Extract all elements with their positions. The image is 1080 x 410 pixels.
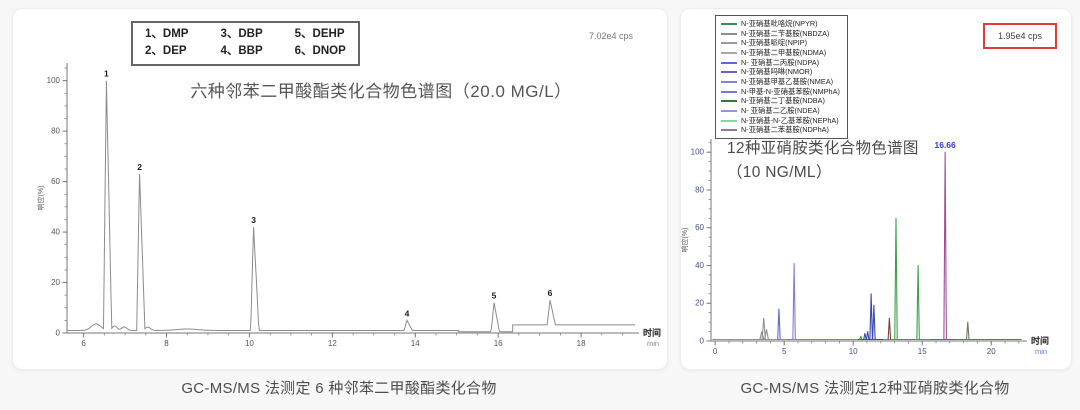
- svg-text:min: min: [647, 339, 659, 348]
- nitrosamine-chart-card[interactable]: N-亚硝基吡咯烷(NPYR) N-亚硝基二苄基胺(NBDZA) N-亚硝基哌啶(NP…: [680, 8, 1072, 370]
- legend-item-label: N-亚硝基二苄基胺(NBDZA): [741, 28, 830, 38]
- svg-text:40: 40: [695, 261, 704, 270]
- legend-swatch-line: [721, 119, 737, 122]
- legend-item-label: N-亚硝基吗啉(NMOR): [741, 67, 813, 77]
- legend-item: N-亚硝基二苯基胺(NDPhA): [721, 125, 840, 136]
- svg-text:5: 5: [782, 347, 787, 356]
- legend-item: 5、DEHP: [294, 28, 345, 40]
- svg-text:14: 14: [411, 339, 420, 348]
- legend-swatch-line: [721, 80, 737, 83]
- legend-swatch-line: [721, 129, 737, 132]
- legend-swatch-line: [721, 100, 737, 103]
- svg-text:0: 0: [700, 337, 705, 346]
- legend-item: N-亚硝基二苄基胺(NBDZA): [721, 29, 840, 39]
- legend-swatch-line: [721, 61, 737, 64]
- legend-swatch-line: [721, 71, 737, 74]
- legend-item: N-甲基-N-亚硝基苯胺(NMPhA): [721, 87, 840, 97]
- legend-item-label: N- 亚硝基二乙胺(NDEA): [741, 106, 820, 116]
- legend-item: N- 亚硝基二乙胺(NDEA): [721, 106, 840, 116]
- svg-text:16: 16: [494, 339, 503, 348]
- svg-text:0: 0: [713, 347, 718, 356]
- legend-item-label: N- 亚硝基二丙胺(NDPA): [741, 57, 820, 67]
- svg-text:40: 40: [51, 228, 60, 237]
- legend-item-label: N-亚硝基哌啶(NPIP): [741, 38, 808, 48]
- legend-item-label: N-亚硝基二苯基胺(NDPhA): [741, 125, 829, 135]
- svg-text:100: 100: [47, 76, 61, 85]
- legend-item: N-亚硝基吗啉(NMOR): [721, 67, 840, 77]
- svg-text:15: 15: [918, 347, 927, 356]
- svg-text:100: 100: [691, 148, 705, 157]
- svg-text:20: 20: [51, 278, 60, 287]
- legend-item-label: N-亚硝基二甲基胺(NDMA): [741, 47, 827, 57]
- svg-text:20: 20: [987, 347, 996, 356]
- legend-item: N-亚硝基吡咯烷(NPYR): [721, 19, 840, 29]
- legend-swatch-line: [721, 51, 737, 54]
- chart-title-line1: 12种亚硝胺类化合物色谱图: [727, 140, 919, 157]
- svg-text:8: 8: [164, 339, 169, 348]
- svg-text:6: 6: [81, 339, 86, 348]
- svg-text:80: 80: [695, 185, 704, 194]
- left-chart-caption: GC-MS/MS 法测定 6 种邻苯二甲酸酯类化合物: [181, 380, 497, 397]
- legend-item: N-亚硝基甲基乙基胺(NMEA): [721, 77, 840, 87]
- legend-item-label: N-亚硝基二丁基胺(NDBA): [741, 96, 825, 106]
- legend-item-label: N-甲基-N-亚硝基苯胺(NMPhA): [741, 86, 840, 96]
- svg-text:0: 0: [56, 329, 61, 338]
- nitrosamine-legend: N-亚硝基吡咯烷(NPYR) N-亚硝基二苄基胺(NBDZA) N-亚硝基哌啶(NP…: [715, 15, 848, 140]
- chart-title-line2: （10 NG/ML）: [727, 164, 832, 182]
- svg-text:响应(%): 响应(%): [680, 228, 689, 253]
- legend-item: N-亚硝基二丁基胺(NDBA): [721, 96, 840, 107]
- svg-text:60: 60: [695, 223, 704, 232]
- legend-item: N-亚硝基-N-乙基苯胺(NEPhA): [721, 116, 840, 126]
- phthalate-legend: 1、DMP 3、DBP 5、DEHP 2、DEP 4、BBP 6、DNOP: [131, 21, 360, 66]
- svg-text:1: 1: [104, 69, 109, 79]
- legend-item: 4、BBP: [220, 45, 263, 58]
- phthalate-chart-card[interactable]: 1、DMP 3、DBP 5、DEHP 2、DEP 4、BBP 6、DNOP 7.02e4 …: [12, 8, 668, 370]
- legend-item: N-亚硝基哌啶(NPIP): [721, 38, 840, 48]
- legend-item: 6、DNOP: [294, 45, 346, 58]
- max-intensity-label: 1.95e4 cps: [982, 23, 1057, 49]
- legend-swatch-line: [721, 42, 737, 45]
- legend-swatch-line: [721, 22, 737, 25]
- svg-text:5: 5: [492, 291, 497, 301]
- max-intensity-label: 7.02e4 cps: [588, 31, 633, 41]
- svg-text:2: 2: [137, 162, 142, 172]
- svg-text:80: 80: [51, 127, 60, 136]
- svg-text:时间: 时间: [1031, 335, 1049, 346]
- svg-text:3: 3: [251, 215, 256, 225]
- legend-item-label: N-亚硝基甲基乙基胺(NMEA): [741, 76, 834, 86]
- svg-text:20: 20: [695, 299, 704, 308]
- legend-item: 1、DMP: [145, 28, 189, 40]
- svg-text:12: 12: [328, 339, 337, 348]
- legend-item: N-亚硝基二甲基胺(NDMA): [721, 48, 840, 58]
- legend-swatch-line: [721, 110, 737, 113]
- svg-text:10: 10: [849, 347, 858, 356]
- svg-text:6: 6: [548, 288, 553, 298]
- svg-text:时间: 时间: [643, 327, 661, 338]
- chart-title: 12种亚硝胺类化合物色谱图 （10 NG/ML）: [727, 137, 919, 185]
- svg-text:min: min: [1035, 347, 1047, 356]
- legend-swatch-line: [721, 32, 737, 35]
- legend-item: 3、DBP: [220, 28, 263, 40]
- right-chart-caption: GC-MS/MS 法测定12种亚硝胺类化合物: [740, 380, 1010, 397]
- legend-item-label: N-亚硝基-N-乙基苯胺(NEPhA): [741, 115, 839, 125]
- legend-swatch-line: [721, 90, 737, 93]
- legend-item: N- 亚硝基二丙胺(NDPA): [721, 58, 840, 68]
- legend-item-label: N-亚硝基吡咯烷(NPYR): [741, 18, 818, 28]
- svg-text:10: 10: [245, 339, 254, 348]
- svg-text:60: 60: [51, 177, 60, 186]
- legend-item: 2、DEP: [145, 45, 187, 58]
- svg-text:18: 18: [577, 339, 586, 348]
- svg-text:响应(%): 响应(%): [36, 186, 45, 211]
- chart-title: 六种邻苯二甲酸酯类化合物色谱图（20.0 MG/L）: [190, 82, 572, 101]
- svg-text:16.66: 16.66: [934, 140, 956, 150]
- svg-text:4: 4: [405, 308, 410, 318]
